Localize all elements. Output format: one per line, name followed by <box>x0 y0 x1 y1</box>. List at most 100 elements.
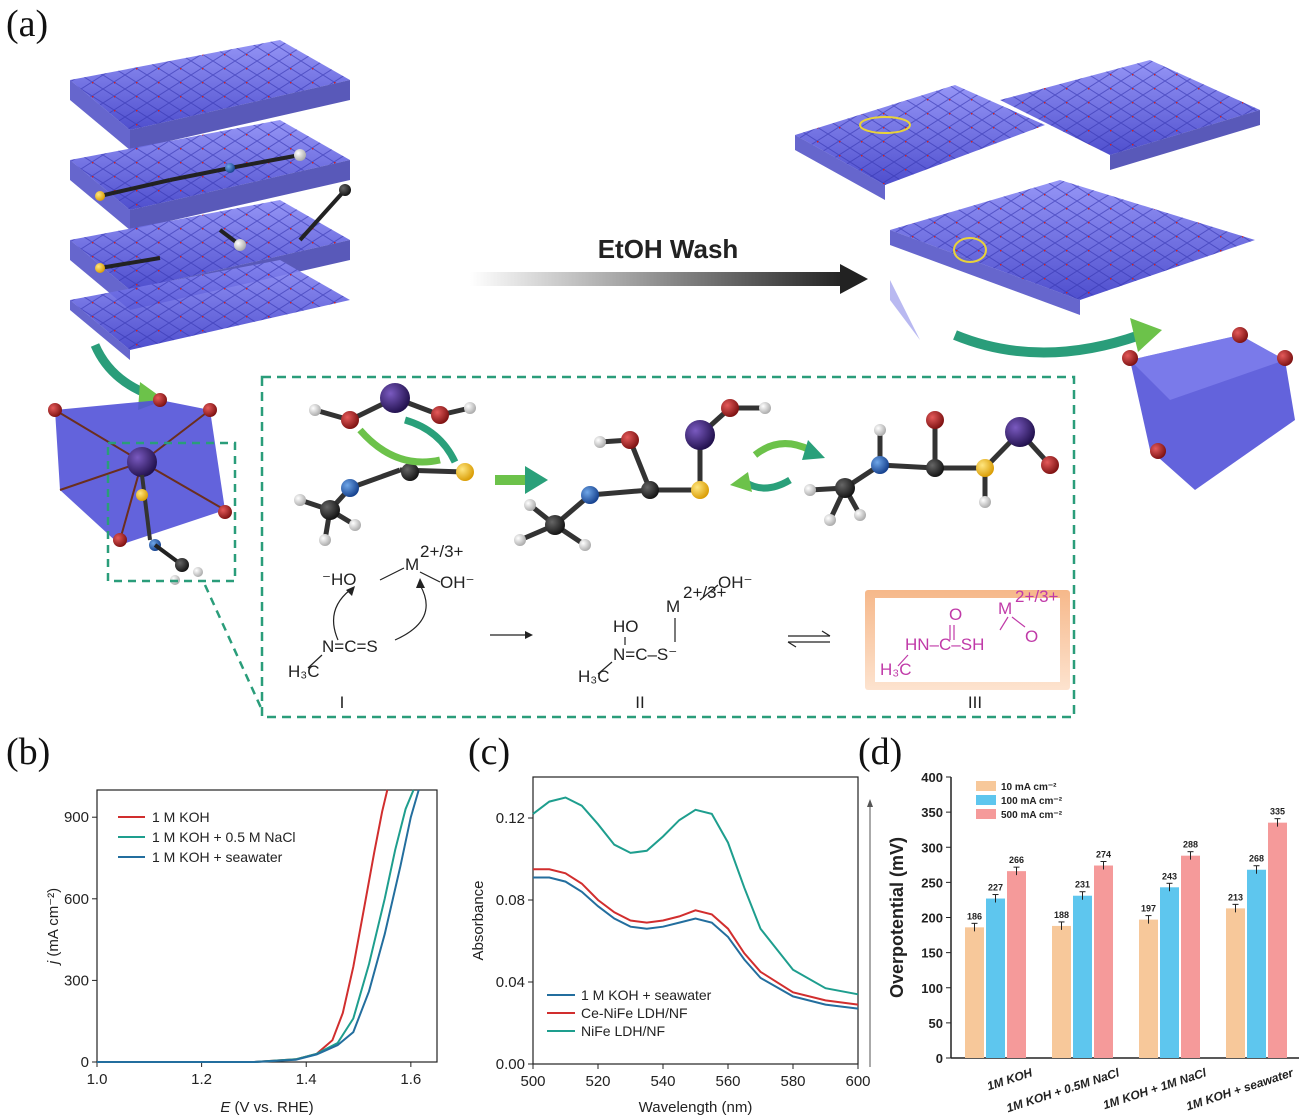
bar-3-1 <box>1247 869 1266 1058</box>
chart-c-uvvis: 500 520 540 560 580 600 0.00 0.04 0.08 0.12 Wavele… <box>470 776 873 1116</box>
structure-II-metal: M <box>666 597 680 616</box>
bar-1-0 <box>1052 925 1071 1058</box>
ldh-stack-intercalated <box>70 40 351 360</box>
chart-b-lsv: 1.0 1.2 1.4 1.6 0 300 600 900 E (V vs. RHE) j (mA… <box>45 789 438 1116</box>
series-line-1 <box>533 868 859 1006</box>
legend-swatch-2 <box>976 809 996 819</box>
x-tick-label: 1.0 <box>87 1071 108 1088</box>
data-label: 335 <box>1270 807 1285 817</box>
data-label: 274 <box>1096 850 1111 860</box>
x-axis-label-symbol: E <box>220 1099 231 1116</box>
y-tick-label: 0 <box>81 1054 89 1071</box>
y-axis-label-symbol: j <box>45 960 62 966</box>
panel-label-a: (a) <box>6 3 49 45</box>
structure-I: ⁻HO M 2+/3+ OH⁻ N=C=S H₃C I <box>288 542 474 712</box>
octahedron-detached <box>1122 327 1295 490</box>
y-tick-label: 150 <box>921 946 943 961</box>
structure-II-oh: OH⁻ <box>718 573 752 592</box>
y-tick-label: 250 <box>921 875 943 890</box>
panel-label-b: (b) <box>6 731 51 773</box>
x-tick-label: 560 <box>715 1073 740 1090</box>
y-tick-label: 400 <box>921 770 943 785</box>
x-tick-label: 500 <box>520 1073 545 1090</box>
structure-II-charge: 2+/3+ <box>683 583 727 602</box>
structure-I-oh: OH⁻ <box>440 573 474 592</box>
bar-3-0 <box>1226 908 1245 1058</box>
data-label: 227 <box>988 883 1003 893</box>
y-tick-label: 350 <box>921 805 943 820</box>
structure-I-roman: I <box>340 693 345 712</box>
structure-II-row: N=C–S⁻ <box>613 645 677 664</box>
side-arrow-head <box>867 799 873 807</box>
structure-II: M 2+/3+ OH⁻ HO N=C–S⁻ H₃C II <box>578 573 752 712</box>
bar-2-2 <box>1181 855 1200 1058</box>
series-line-2 <box>532 796 859 996</box>
y-axis-label-unit: (mA cm⁻²) <box>45 888 62 961</box>
x-tick-label: 1.6 <box>400 1071 421 1088</box>
bar-3-2 <box>1268 822 1287 1058</box>
data-label: 268 <box>1249 854 1264 864</box>
equilibrium-arrow-2d <box>787 630 831 648</box>
y-tick-label: 0.04 <box>496 974 525 991</box>
legend-label-2: 500 mA cm⁻² <box>1001 810 1063 821</box>
etoh-wash-arrow: EtOH Wash <box>470 234 868 294</box>
bar-0-0 <box>965 927 984 1058</box>
legend-label-0: 10 mA cm⁻² <box>1001 782 1057 793</box>
y-tick-label: 300 <box>921 840 943 855</box>
data-label: 231 <box>1075 880 1090 890</box>
structure-III-o-right: O <box>1025 627 1038 646</box>
structure-III-methyl: H₃C <box>880 660 911 679</box>
structure-I-methyl: H₃C <box>288 662 319 681</box>
legend-swatch-1 <box>976 795 996 805</box>
x-tick-label: 580 <box>780 1073 805 1090</box>
molecule-model-II <box>514 399 771 551</box>
x-tick-label: 1.4 <box>296 1071 317 1088</box>
x-tick-label: 540 <box>650 1073 675 1090</box>
legend-label-0: 1 M KOH + seawater <box>581 987 712 1003</box>
x-axis-label-unit: (V vs. RHE) <box>230 1099 313 1116</box>
molecule-model-I <box>294 383 476 546</box>
y-tick-label: 0.12 <box>496 810 525 827</box>
legend-label-0: 1 M KOH <box>152 809 210 825</box>
legend-label-1: Ce-NiFe LDH/NF <box>581 1005 688 1021</box>
data-label: 213 <box>1228 892 1243 902</box>
structure-II-ho: HO <box>613 617 639 636</box>
y-tick-label: 900 <box>64 809 89 826</box>
structure-III-metal: M <box>998 599 1012 618</box>
x-tick-label: 1.2 <box>191 1071 212 1088</box>
bar-1-1 <box>1073 895 1092 1058</box>
category-label: 1M KOH <box>985 1065 1034 1093</box>
bar-2-0 <box>1139 919 1158 1058</box>
y-tick-label: 600 <box>64 891 89 908</box>
data-label: 288 <box>1183 840 1198 850</box>
panel-label-c: (c) <box>468 731 511 773</box>
structure-I-metal: M <box>405 555 419 574</box>
legend-label-1: 1 M KOH + 0.5 M NaCl <box>152 829 296 845</box>
octahedron-with-mitc <box>48 343 232 585</box>
x-axis-label: E (V vs. RHE) <box>220 1099 313 1116</box>
legend-label-1: 100 mA cm⁻² <box>1001 796 1063 807</box>
y-tick-label: 100 <box>921 981 943 996</box>
y-tick-label: 0.08 <box>496 892 525 909</box>
structure-III-roman: III <box>968 693 982 712</box>
legend-label-2: 1 M KOH + seawater <box>152 849 283 865</box>
bar-0-2 <box>1007 871 1026 1058</box>
data-label: 188 <box>1054 910 1069 920</box>
bar-2-1 <box>1160 887 1179 1058</box>
panel-label-d: (d) <box>858 731 903 773</box>
data-label: 186 <box>967 911 982 921</box>
plot-frame <box>532 776 859 1065</box>
y-tick-label: 200 <box>921 911 943 926</box>
x-tick-label: 600 <box>845 1073 870 1090</box>
x-tick-label: 520 <box>585 1073 610 1090</box>
structure-I-ncs: N=C=S <box>322 637 378 656</box>
y-tick-label: 50 <box>929 1016 943 1031</box>
structure-I-charge: 2+/3+ <box>420 542 464 561</box>
y-tick-label: 0.00 <box>496 1056 525 1073</box>
bar-1-2 <box>1094 865 1113 1058</box>
bar-0-1 <box>986 898 1005 1058</box>
legend-label-2: NiFe LDH/NF <box>581 1023 665 1039</box>
x-axis-label: Wavelength (nm) <box>639 1099 753 1116</box>
data-label: 243 <box>1162 871 1177 881</box>
y-axis-label: Overpotential (mV) <box>887 837 907 998</box>
